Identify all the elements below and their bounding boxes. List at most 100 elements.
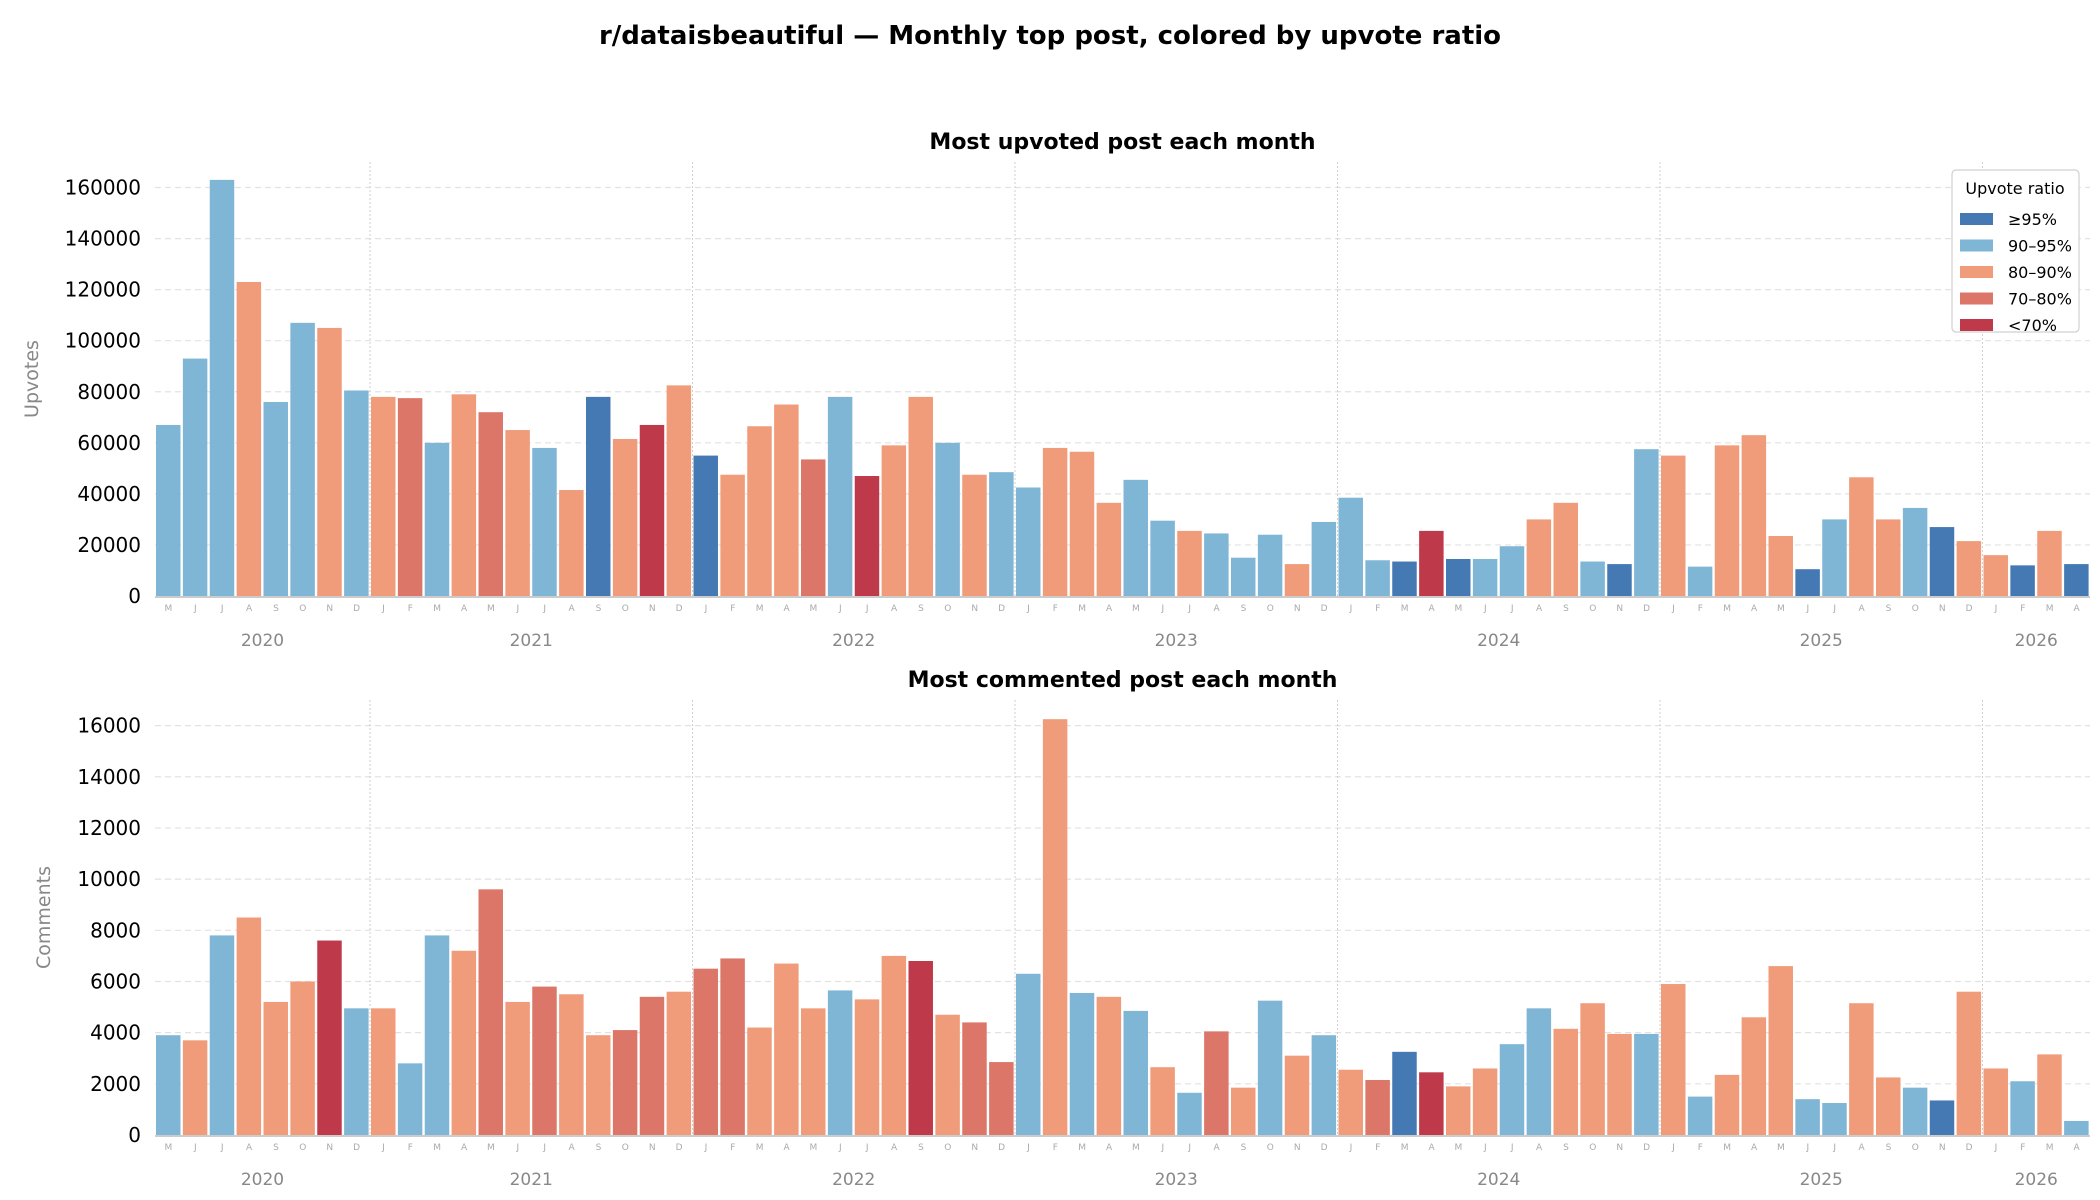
month-tick-label: M (1723, 1143, 1731, 1153)
bar (1929, 1100, 1955, 1135)
month-tick-label: F (1375, 604, 1380, 614)
bar (774, 963, 799, 1135)
bar (1392, 561, 1417, 596)
month-tick-label: A (891, 1143, 898, 1153)
month-tick-label: M (1455, 604, 1463, 614)
month-tick-label: J (865, 1143, 869, 1153)
bar (290, 981, 315, 1135)
bar (612, 1030, 638, 1135)
bar (827, 990, 853, 1135)
bar (1849, 477, 1874, 596)
bar (371, 396, 396, 596)
bar (989, 472, 1014, 596)
month-tick-label: O (1912, 604, 1919, 614)
month-tick-label: A (783, 604, 790, 614)
y-tick-label: 140000 (65, 227, 141, 251)
month-tick-label: J (1349, 1143, 1353, 1153)
bar (1768, 966, 1793, 1135)
bar (1069, 992, 1095, 1135)
bar (236, 917, 262, 1135)
month-tick-label: J (1160, 604, 1164, 614)
month-tick-label: D (998, 604, 1005, 614)
bar (1231, 1087, 1256, 1135)
month-tick-label: F (1053, 604, 1058, 614)
bar (263, 1001, 288, 1135)
bar (693, 455, 718, 596)
bar (397, 1063, 423, 1135)
y-tick-label: 8000 (90, 918, 141, 942)
month-tick-label: O (1589, 1143, 1596, 1153)
y-tick-label: 10000 (77, 867, 141, 891)
month-tick-label: F (1375, 1143, 1380, 1153)
legend-box (1951, 169, 2080, 333)
bar (1956, 991, 1982, 1135)
bar (424, 442, 450, 596)
bar (236, 281, 262, 596)
month-tick-label: O (944, 604, 951, 614)
month-tick-label: J (1832, 1143, 1836, 1153)
month-tick-label: F (1053, 1143, 1058, 1153)
month-tick-label: A (1213, 1143, 1220, 1153)
bar (532, 986, 557, 1135)
month-tick-label: J (1483, 604, 1487, 614)
bar (962, 1022, 987, 1135)
comments-chart: Most commented post each month 0 2000 4000 6… (33, 668, 2090, 1190)
bar (666, 991, 692, 1135)
month-tick-label: A (2073, 1143, 2080, 1153)
bar (1419, 1072, 1444, 1135)
bar (1338, 497, 1363, 596)
bar (424, 935, 450, 1135)
y-tick-label: 0 (128, 1123, 141, 1147)
bar (1795, 569, 1820, 596)
bar (505, 1001, 530, 1135)
bar (747, 1027, 772, 1135)
month-tick-label: F (2020, 604, 2025, 614)
month-tick-label: S (1886, 1143, 1892, 1153)
month-tick-label: M (165, 1143, 173, 1153)
bar (586, 396, 611, 596)
year-label: 2025 (1800, 631, 1843, 651)
month-tick-label: O (622, 1143, 629, 1153)
month-tick-label: O (299, 604, 306, 614)
bar (1902, 507, 1928, 596)
bar (1580, 561, 1605, 596)
bar (1634, 449, 1659, 596)
bar (801, 459, 826, 596)
month-tick-label: A (1751, 1143, 1758, 1153)
year-label: 2022 (832, 1170, 875, 1190)
month-tick-label: F (2020, 1143, 2025, 1153)
month-tick-label: M (2046, 604, 2054, 614)
month-tick-label: J (1510, 1143, 1514, 1153)
bar (1795, 1099, 1820, 1135)
month-tick-label: A (246, 604, 253, 614)
y-tick-label: 14000 (77, 765, 141, 789)
bar (720, 474, 745, 596)
month-tick-label: N (326, 1143, 333, 1153)
month-tick-label: O (299, 1143, 306, 1153)
month-tick-label: J (542, 604, 546, 614)
bar (1069, 451, 1095, 596)
bar (612, 438, 638, 596)
bar (1580, 1003, 1605, 1135)
month-tick-label: N (1294, 604, 1301, 614)
month-tick-label: M (1777, 604, 1785, 614)
month-tick-label: M (2046, 1143, 2054, 1153)
month-tick-label: J (1187, 604, 1191, 614)
bar (1311, 521, 1337, 596)
legend-swatch (1960, 213, 1993, 225)
month-tick-label: J (865, 604, 869, 614)
month-tick-label: N (1294, 1143, 1301, 1153)
bar (1607, 564, 1632, 596)
bar (1634, 1033, 1659, 1135)
month-tick-label: S (1563, 1143, 1569, 1153)
month-tick-label: D (676, 1143, 683, 1153)
bar (1042, 447, 1068, 596)
month-tick-label: D (1643, 1143, 1650, 1153)
year-label: 2022 (832, 631, 875, 651)
bar (371, 1008, 396, 1135)
month-tick-label: F (408, 1143, 413, 1153)
y-tick-label: 4000 (90, 1021, 141, 1045)
bar (1365, 560, 1390, 596)
bar (1822, 519, 1847, 596)
month-tick-label: A (891, 604, 898, 614)
